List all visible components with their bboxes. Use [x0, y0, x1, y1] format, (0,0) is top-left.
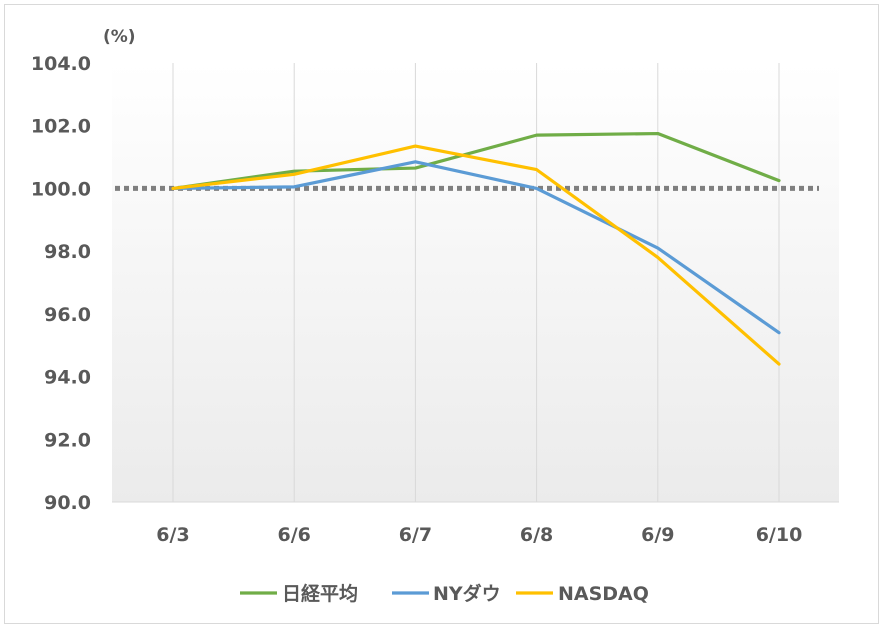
series-line-3	[171, 144, 781, 366]
y-tick-label: 94.0	[44, 367, 91, 389]
x-tick-label: 6/9	[641, 524, 674, 546]
x-tick-label: 6/7	[399, 524, 432, 546]
x-tick-label: 6/6	[278, 524, 311, 546]
legend: 日経平均 NYダウ NASDAQ	[240, 582, 649, 605]
x-tick-label: 6/3	[156, 524, 189, 546]
y-axis-ticks: 90.0 92.0 94.0 96.0 98.0 100.0 102.0 104.0	[31, 53, 91, 514]
series-lines	[171, 131, 781, 366]
y-tick-label: 102.0	[31, 116, 91, 138]
y-tick-label: 104.0	[31, 53, 91, 75]
y-tick-label: 92.0	[44, 429, 91, 451]
x-axis-ticks: 6/3 6/6 6/7 6/8 6/9 6/10	[156, 524, 802, 546]
y-axis-unit: (%)	[103, 27, 136, 47]
series-line-1	[171, 131, 781, 191]
vertical-gridlines	[172, 63, 780, 502]
y-tick-label: 96.0	[44, 304, 91, 326]
series-line-2	[171, 160, 781, 335]
y-tick-label: 100.0	[31, 178, 91, 200]
legend-label: 日経平均	[282, 582, 358, 605]
x-tick-label: 6/10	[756, 524, 803, 546]
legend-label: NASDAQ	[558, 583, 649, 605]
legend-label: NYダウ	[433, 582, 501, 605]
y-tick-label: 90.0	[44, 492, 91, 514]
x-tick-label: 6/8	[520, 524, 553, 546]
y-tick-label: 98.0	[44, 241, 91, 263]
plot-area	[112, 63, 839, 502]
